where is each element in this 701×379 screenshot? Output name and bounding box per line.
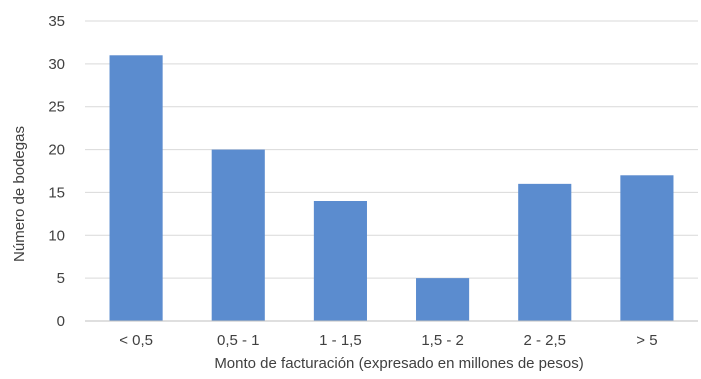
x-tick-label: 2 - 2,5 <box>523 332 566 349</box>
x-tick-labels: < 0,5 0,5 - 1 1 - 1,5 1,5 - 2 2 - 2,5 > 5 <box>119 332 657 349</box>
x-axis-label: Monto de facturación (expresado en millo… <box>214 355 583 372</box>
x-tick-label: 1 - 1,5 <box>319 332 362 349</box>
y-tick-labels: 0 5 10 15 20 25 30 35 <box>48 13 65 330</box>
y-tick-label: 0 <box>57 313 65 330</box>
bars <box>109 55 674 322</box>
bar <box>416 278 470 321</box>
bar <box>109 55 163 322</box>
bar <box>211 149 265 321</box>
bar <box>620 175 674 321</box>
y-tick-label: 5 <box>57 270 65 287</box>
x-tick-label: 1,5 - 2 <box>421 332 464 349</box>
y-tick-label: 20 <box>48 142 65 159</box>
x-tick-label: < 0,5 <box>119 332 153 349</box>
y-tick-label: 35 <box>48 13 65 30</box>
gridlines <box>85 20 698 279</box>
y-tick-label: 15 <box>48 184 65 201</box>
y-tick-label: 25 <box>48 99 65 116</box>
x-tick-label: > 5 <box>636 332 657 349</box>
y-tick-label: 30 <box>48 56 65 73</box>
bar <box>518 183 572 321</box>
x-tick-label: 0,5 - 1 <box>217 332 260 349</box>
y-tick-label: 10 <box>48 227 65 244</box>
y-axis-label: Número de bodegas <box>11 126 28 262</box>
bar <box>313 201 367 321</box>
